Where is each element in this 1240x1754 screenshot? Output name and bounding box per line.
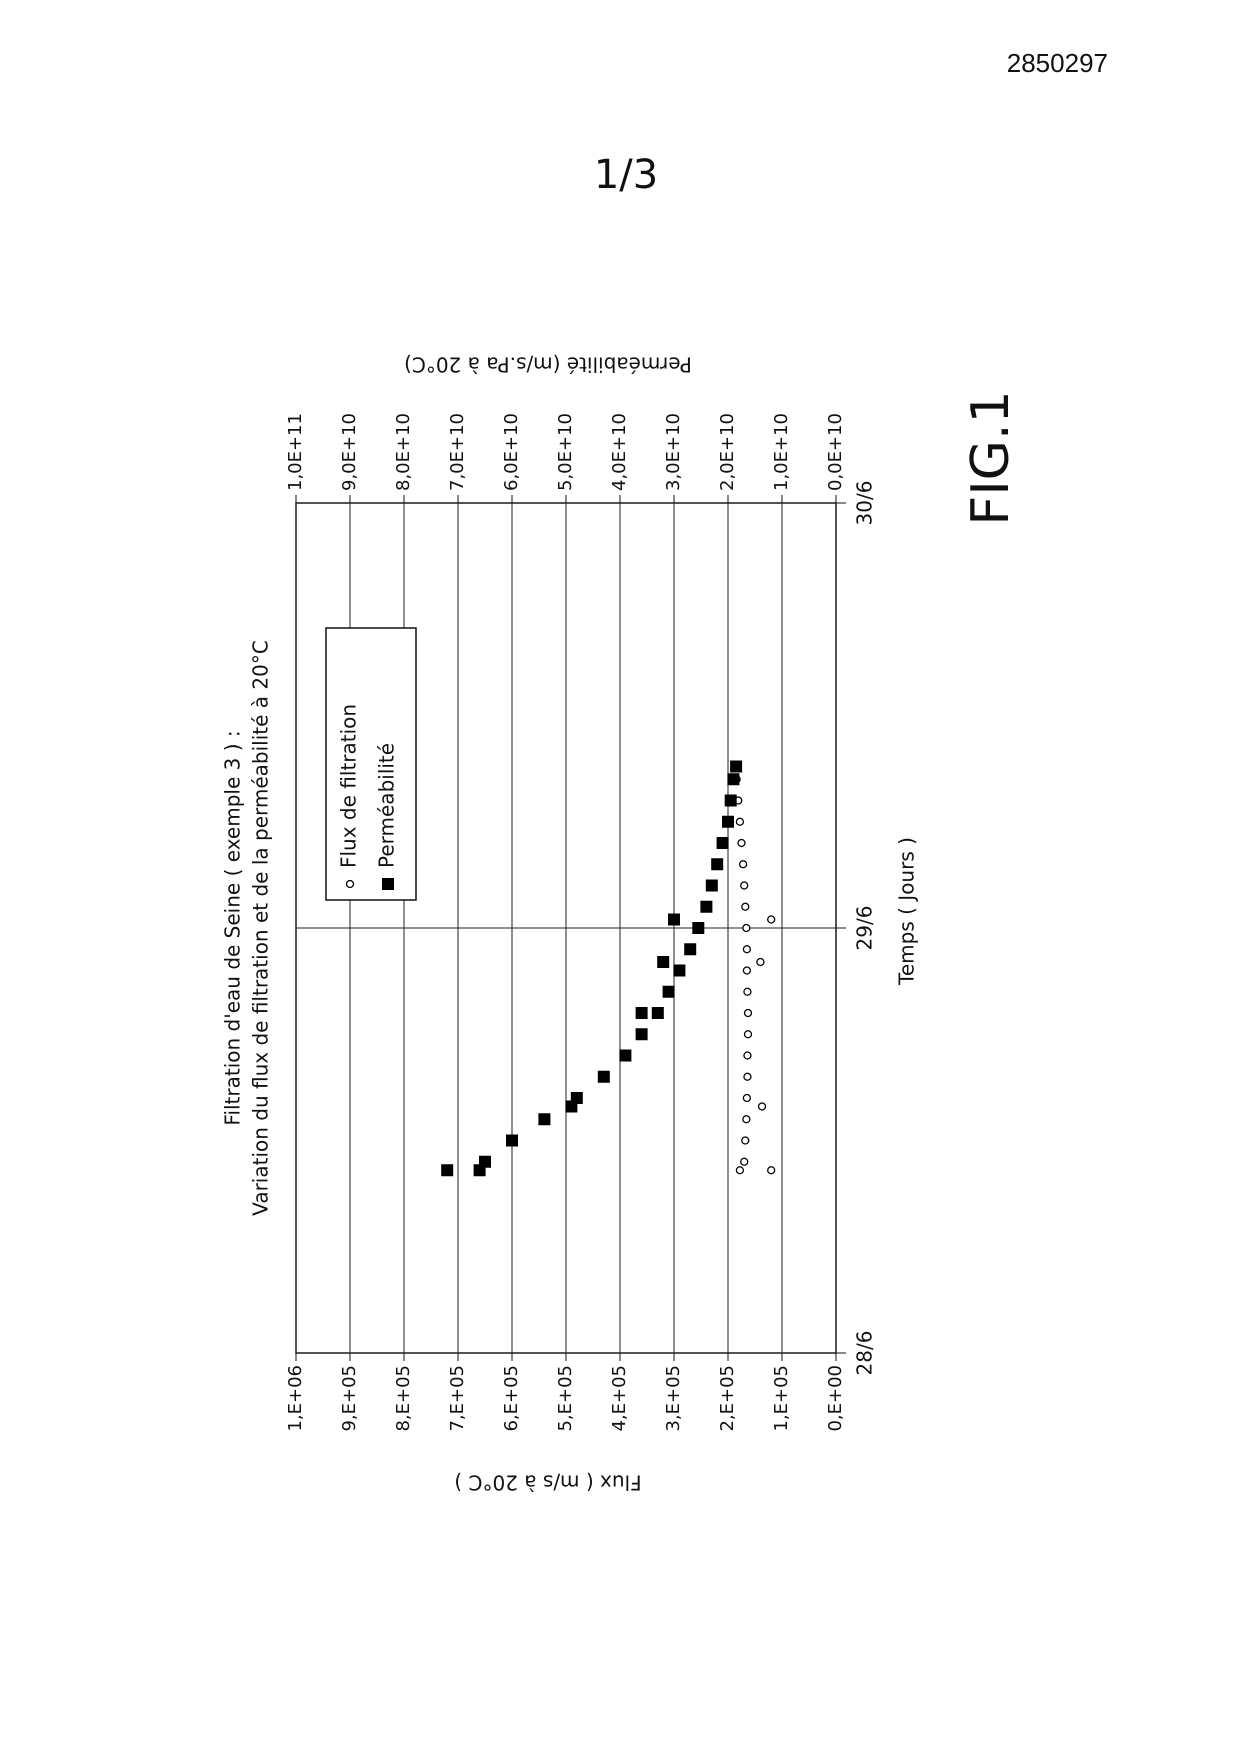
chart-title: Variation du flux de filtration et de la…	[249, 640, 273, 1216]
data-circle	[743, 1051, 752, 1060]
data-circle	[740, 881, 749, 890]
x-tick-label: 28/6	[853, 1331, 877, 1376]
data-square	[441, 1164, 454, 1177]
x-tick-label: 29/6	[853, 906, 877, 951]
legend-box	[325, 627, 417, 901]
data-square	[479, 1155, 491, 1168]
y-tick-label: 1,E+05	[771, 1365, 792, 1432]
x-tick-label: 30/6	[853, 481, 877, 526]
data-square	[662, 985, 675, 998]
data-circle	[741, 902, 750, 911]
y2-tick-label: 8,0E+10	[393, 413, 414, 491]
data-circle	[756, 957, 765, 967]
data-circle	[743, 1072, 752, 1081]
data-square	[506, 1134, 518, 1147]
data-circle	[743, 1030, 753, 1039]
y2-tick-label: 5,0E+10	[555, 413, 576, 491]
data-circle	[735, 1166, 745, 1175]
data-square	[538, 1113, 551, 1126]
data-circle	[740, 1157, 749, 1166]
y2-tick-label: 3,0E+10	[663, 413, 684, 491]
data-square	[700, 900, 713, 913]
data-circle	[737, 838, 746, 848]
legend-marker	[382, 878, 394, 890]
y2-tick-label: 6,0E+10	[501, 413, 522, 491]
doc-number: 2850297	[1007, 48, 1108, 78]
data-square	[619, 1049, 632, 1062]
y-tick-label: 0,E+00	[825, 1365, 846, 1432]
x-axis-label: Temps ( Jours )	[895, 837, 919, 986]
y-tick-label: 2,E+05	[717, 1365, 738, 1432]
data-square	[716, 837, 729, 849]
data-circle	[742, 1115, 751, 1124]
chart-title: Filtration d'eau de Seine ( exemple 3 ) …	[221, 730, 245, 1125]
y2-tick-label: 4,0E+10	[609, 413, 630, 491]
data-square	[635, 1028, 648, 1041]
data-square	[651, 1007, 664, 1019]
y2-tick-label: 1,0E+10	[771, 413, 792, 491]
data-square	[684, 943, 697, 956]
data-circle	[738, 860, 748, 869]
y-tick-label: 9,E+05	[339, 1365, 360, 1432]
chart: 0,E+00 1,E+05 2,E+05 3,E+05 4,E+05 5,E+05 6,E+…	[221, 353, 919, 1495]
data-square	[657, 956, 670, 968]
y2-tick-label: 2,0E+10	[717, 413, 738, 491]
data-circle	[742, 1093, 752, 1103]
data-square	[668, 913, 680, 926]
legend-label: Flux de filtration	[337, 704, 361, 868]
y-tick-label: 8,E+05	[393, 1365, 414, 1432]
data-circle	[742, 945, 752, 954]
sheet-number: 1/3	[594, 152, 658, 198]
y-axis-label: Flux ( m/s à 20°C )	[454, 1471, 641, 1495]
y2-tick-label: 0,0E+10	[825, 413, 846, 491]
data-circle	[757, 1102, 767, 1111]
y-tick-label: 1,E+06	[285, 1365, 306, 1432]
data-circle	[735, 817, 745, 826]
data-square	[570, 1092, 583, 1104]
y-tick-label: 7,E+05	[447, 1365, 468, 1432]
data-square	[673, 964, 686, 977]
y-tick-label: 4,E+05	[609, 1365, 630, 1432]
legend-marker	[345, 879, 355, 889]
data-circle	[767, 1166, 776, 1175]
legend-label: Perméabilité	[375, 743, 399, 868]
data-circle	[741, 1136, 750, 1145]
data-square	[705, 879, 718, 892]
y2-axis-label: Perméabilité (m/s.Pa à 20°C)	[404, 353, 692, 377]
data-circle	[767, 915, 776, 924]
y-tick-label: 3,E+05	[663, 1365, 684, 1432]
data-circle	[743, 987, 752, 996]
data-square	[597, 1070, 610, 1083]
data-square	[722, 815, 734, 828]
data-square	[635, 1007, 648, 1019]
y2-tick-label: 1,0E+11	[285, 413, 306, 491]
data-square	[711, 858, 724, 871]
data-square	[730, 760, 743, 773]
data-square	[724, 794, 737, 807]
y2-tick-label: 9,0E+10	[339, 413, 360, 491]
figure-label: FIG.1	[961, 390, 1021, 525]
data-square	[727, 773, 740, 786]
y-tick-label: 6,E+05	[501, 1365, 522, 1432]
data-circle	[742, 966, 752, 975]
data-circle	[743, 1008, 753, 1018]
data-circle	[742, 923, 751, 933]
data-square	[692, 922, 705, 934]
y2-tick-label: 7,0E+10	[447, 413, 468, 491]
y-tick-label: 5,E+05	[555, 1365, 576, 1432]
